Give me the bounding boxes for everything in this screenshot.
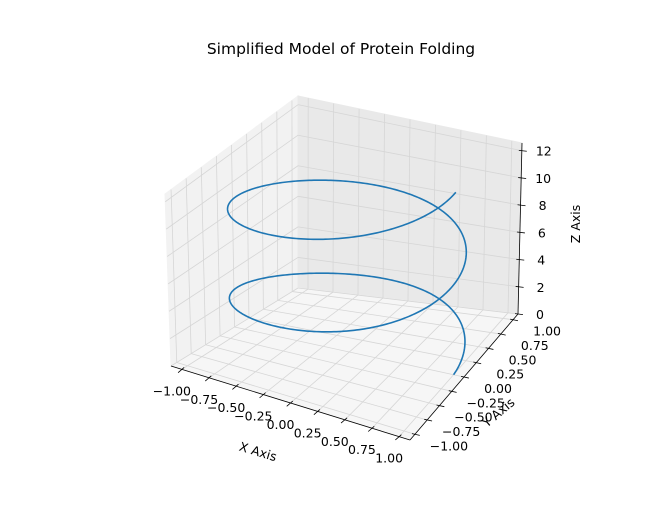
z-tick-label: 10 [535,171,551,186]
grid-line [382,114,385,299]
grid-line [185,178,192,354]
x-tick-label: 1.00 [375,451,403,466]
grid-lines [165,98,522,437]
grid-line [332,103,335,293]
grid-line [297,165,521,206]
x-tick [313,409,321,415]
y-tick [448,390,457,393]
x-tick [395,434,402,441]
z-tick-label: 2 [537,280,545,295]
grid-line [432,124,436,304]
z-axis-label: Z Axis [568,205,583,243]
y-tick-label: −0.75 [442,424,480,439]
grid-line [167,195,299,285]
y-tick-label: −1.00 [430,438,468,453]
z-tick [517,204,526,207]
y-tick-label: 1.00 [533,324,561,339]
z-tick [516,231,525,234]
y-tick [497,333,506,336]
z-tick [518,149,527,152]
z-tick [518,177,527,179]
z-tick-label: 4 [537,253,545,268]
x-tick-label: 0.25 [294,425,322,440]
x-tick-label: 0.50 [321,434,349,449]
grid-line [297,287,519,315]
grid-line [170,189,178,363]
grid-line [219,335,452,392]
y-tick [411,433,420,436]
series-layer [226,179,468,376]
x-tick-label: −1.00 [153,383,191,398]
grid-line [297,257,519,288]
grid-line [263,308,489,349]
x-tick [367,425,375,432]
z-tick-label: 12 [536,144,552,159]
grid-line [165,134,299,230]
z-axis-line [517,142,523,315]
y-tick-label: −0.25 [467,395,505,410]
y-tick [436,404,445,408]
z-tick-label: 0 [536,307,544,322]
grid-line [231,144,235,328]
grid-line [292,291,514,321]
grid-line [205,344,440,407]
y-tick [424,418,433,422]
grid-line [215,156,221,336]
x-tick [259,392,266,399]
grid-line [169,257,299,339]
x-tick-label: −0.75 [180,392,218,407]
grid-line [507,140,513,313]
helix-series-line [226,179,468,376]
y-tick-label: 0.25 [496,367,524,382]
grid-line [176,362,416,435]
grid-line [246,133,250,319]
x-tick [177,367,185,373]
grid-line [297,195,520,233]
grid-line [297,226,520,260]
x-tick [286,400,294,407]
z-tick [516,258,525,261]
x-tick [204,375,212,382]
grid-line [482,135,487,310]
grid-line [297,104,522,152]
axis-ticks: −1.00−0.75−0.50−0.250.000.250.500.751.00… [153,144,561,466]
x-tick [232,383,239,390]
z-tick-label: 6 [538,225,546,240]
grid-line [165,104,299,203]
y-tick [510,318,519,322]
grid-line [407,119,411,302]
grid-line [276,111,279,301]
z-tick [515,286,524,288]
grid-line [168,226,299,312]
grid-line [191,353,428,421]
z-tick [514,313,524,315]
y-tick-label: 0.00 [484,381,512,396]
chart-title: Simplified Model of Protein Folding [207,40,475,58]
y-tick-label: 0.50 [509,352,537,367]
grid-line [200,167,207,345]
x-tick-label: −0.50 [207,400,245,415]
grid-line [170,287,299,367]
grid-line [234,326,465,378]
y-tick-label: 0.75 [521,338,549,353]
y-tick [485,347,494,350]
z-tick-label: 8 [539,198,547,213]
y-tick [460,375,469,379]
grid-line [357,108,360,296]
x-tick-label: 0.00 [267,417,295,432]
x-tick-label: 0.75 [348,442,376,457]
y-tick-label: −0.50 [454,410,492,425]
x-tick [340,417,348,424]
grid-line [297,134,522,179]
x-tick-label: −0.25 [234,409,272,424]
y-tick [473,361,482,365]
grid-line [166,165,299,257]
grid-line [248,317,477,364]
